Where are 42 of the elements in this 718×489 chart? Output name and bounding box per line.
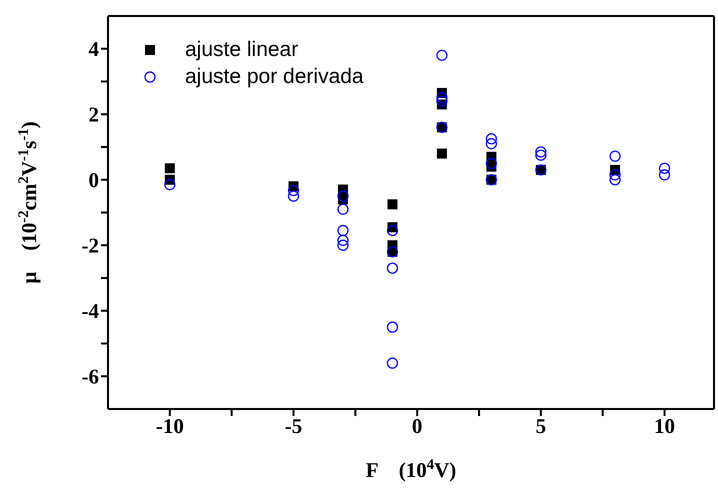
point — [337, 240, 349, 251]
point — [386, 262, 398, 274]
point — [288, 184, 300, 196]
point — [609, 169, 621, 180]
point — [436, 96, 448, 107]
point — [288, 190, 300, 202]
y-tick-label: 4 — [88, 37, 100, 62]
x-tick-label: 5 — [536, 414, 546, 438]
point — [337, 190, 349, 202]
legend-label: ajuste por derivada — [185, 64, 364, 88]
point — [658, 169, 670, 180]
point — [436, 148, 447, 159]
x-tick-label: -10 — [156, 414, 184, 438]
x-tick-label: -5 — [284, 414, 302, 438]
y-tick-label: -2 — [82, 234, 99, 258]
point — [535, 146, 546, 158]
point — [386, 224, 398, 236]
point — [486, 138, 497, 150]
point — [436, 50, 448, 61]
x-tick-label: 10 — [654, 414, 676, 438]
y-tick-label: -4 — [82, 299, 100, 324]
y-tick-label: 2 — [88, 102, 99, 127]
point — [164, 163, 175, 174]
x-tick-label: 0 — [412, 414, 422, 438]
x-axis-title: F (10$^{4}$V) — [366, 457, 456, 482]
point — [337, 234, 349, 246]
point — [386, 358, 398, 369]
point — [486, 133, 497, 144]
legend-label: ajuste linear — [185, 38, 298, 62]
point — [486, 158, 497, 169]
point — [609, 150, 621, 162]
point — [436, 92, 448, 104]
point — [387, 199, 398, 210]
point — [609, 174, 621, 186]
y-tick-label: 0 — [88, 168, 99, 192]
point — [658, 162, 670, 174]
point — [164, 179, 176, 190]
y-tick-label: -6 — [82, 364, 99, 389]
point — [386, 322, 398, 333]
point — [337, 204, 349, 215]
point — [535, 150, 546, 161]
point — [337, 224, 349, 236]
